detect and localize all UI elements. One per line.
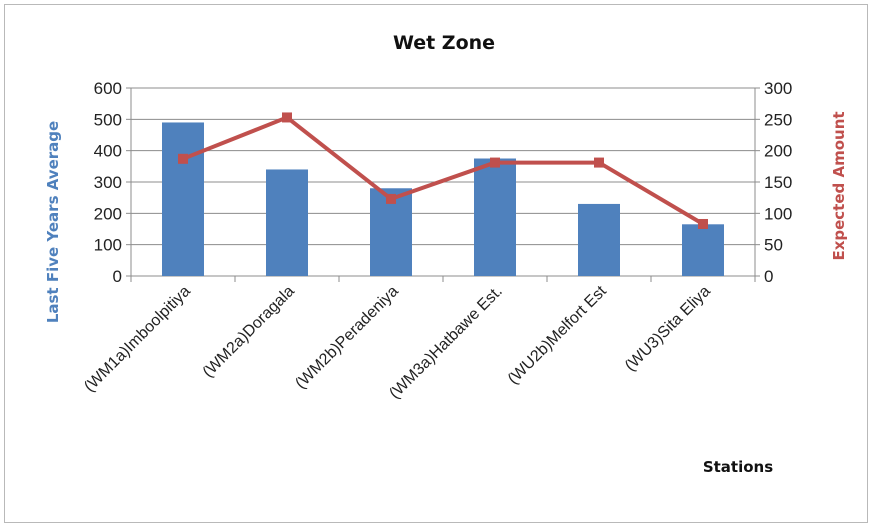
- bar: [266, 169, 308, 276]
- left-tick-label: 300: [94, 173, 122, 192]
- left-tick-label: 0: [113, 267, 122, 286]
- line-marker: [282, 112, 292, 123]
- line-marker: [698, 218, 708, 229]
- left-axis-title: Last Five Years Average: [44, 121, 62, 323]
- right-tick-label: 0: [764, 267, 773, 286]
- line-marker: [178, 153, 188, 164]
- category-label: (WU3)Sita Eliya: [622, 283, 714, 375]
- bar: [162, 122, 204, 276]
- right-tick-label: 100: [764, 204, 792, 223]
- left-tick-label: 200: [94, 204, 122, 223]
- category-label: (WM1a)Imboolpitiya: [81, 283, 194, 396]
- line-marker: [594, 157, 604, 168]
- category-label: (WM2a)Doragala: [200, 283, 298, 381]
- left-tick-label: 500: [94, 110, 122, 129]
- right-axis-ticks: 0 50 100 150 200 250 300: [764, 79, 792, 286]
- bar: [474, 158, 516, 276]
- left-tick-label: 400: [94, 142, 122, 161]
- chart-title: Wet Zone: [393, 32, 495, 54]
- category-label: (WU2b)Melfort Est: [505, 282, 610, 387]
- right-axis-title: Expected Amount: [830, 111, 848, 260]
- bar-series: [162, 122, 724, 276]
- line-marker: [386, 193, 396, 204]
- x-axis-title: Stations: [703, 458, 773, 476]
- left-tick-label: 100: [94, 236, 122, 255]
- right-tick-label: 150: [764, 173, 792, 192]
- right-tick-label: 250: [764, 110, 792, 129]
- right-tick-label: 300: [764, 79, 792, 98]
- category-label: (WM3a)Hatbawe Est.: [386, 283, 506, 403]
- left-axis-ticks: 0 100 200 300 400 500 600: [94, 79, 122, 286]
- right-tick-label: 50: [764, 236, 783, 255]
- line-series: [178, 112, 708, 229]
- left-tick-label: 600: [94, 79, 122, 98]
- gridlines: [126, 87, 760, 282]
- category-labels: (WM1a)Imboolpitiya (WM2a)Doragala(WM2b)Pe…: [81, 282, 714, 402]
- bar: [682, 224, 724, 276]
- series-line: [182, 115, 705, 226]
- bar: [578, 203, 620, 276]
- line-marker: [490, 157, 500, 168]
- right-tick-label: 200: [764, 142, 792, 161]
- category-label: (WM2b)Peradeniya: [292, 283, 402, 393]
